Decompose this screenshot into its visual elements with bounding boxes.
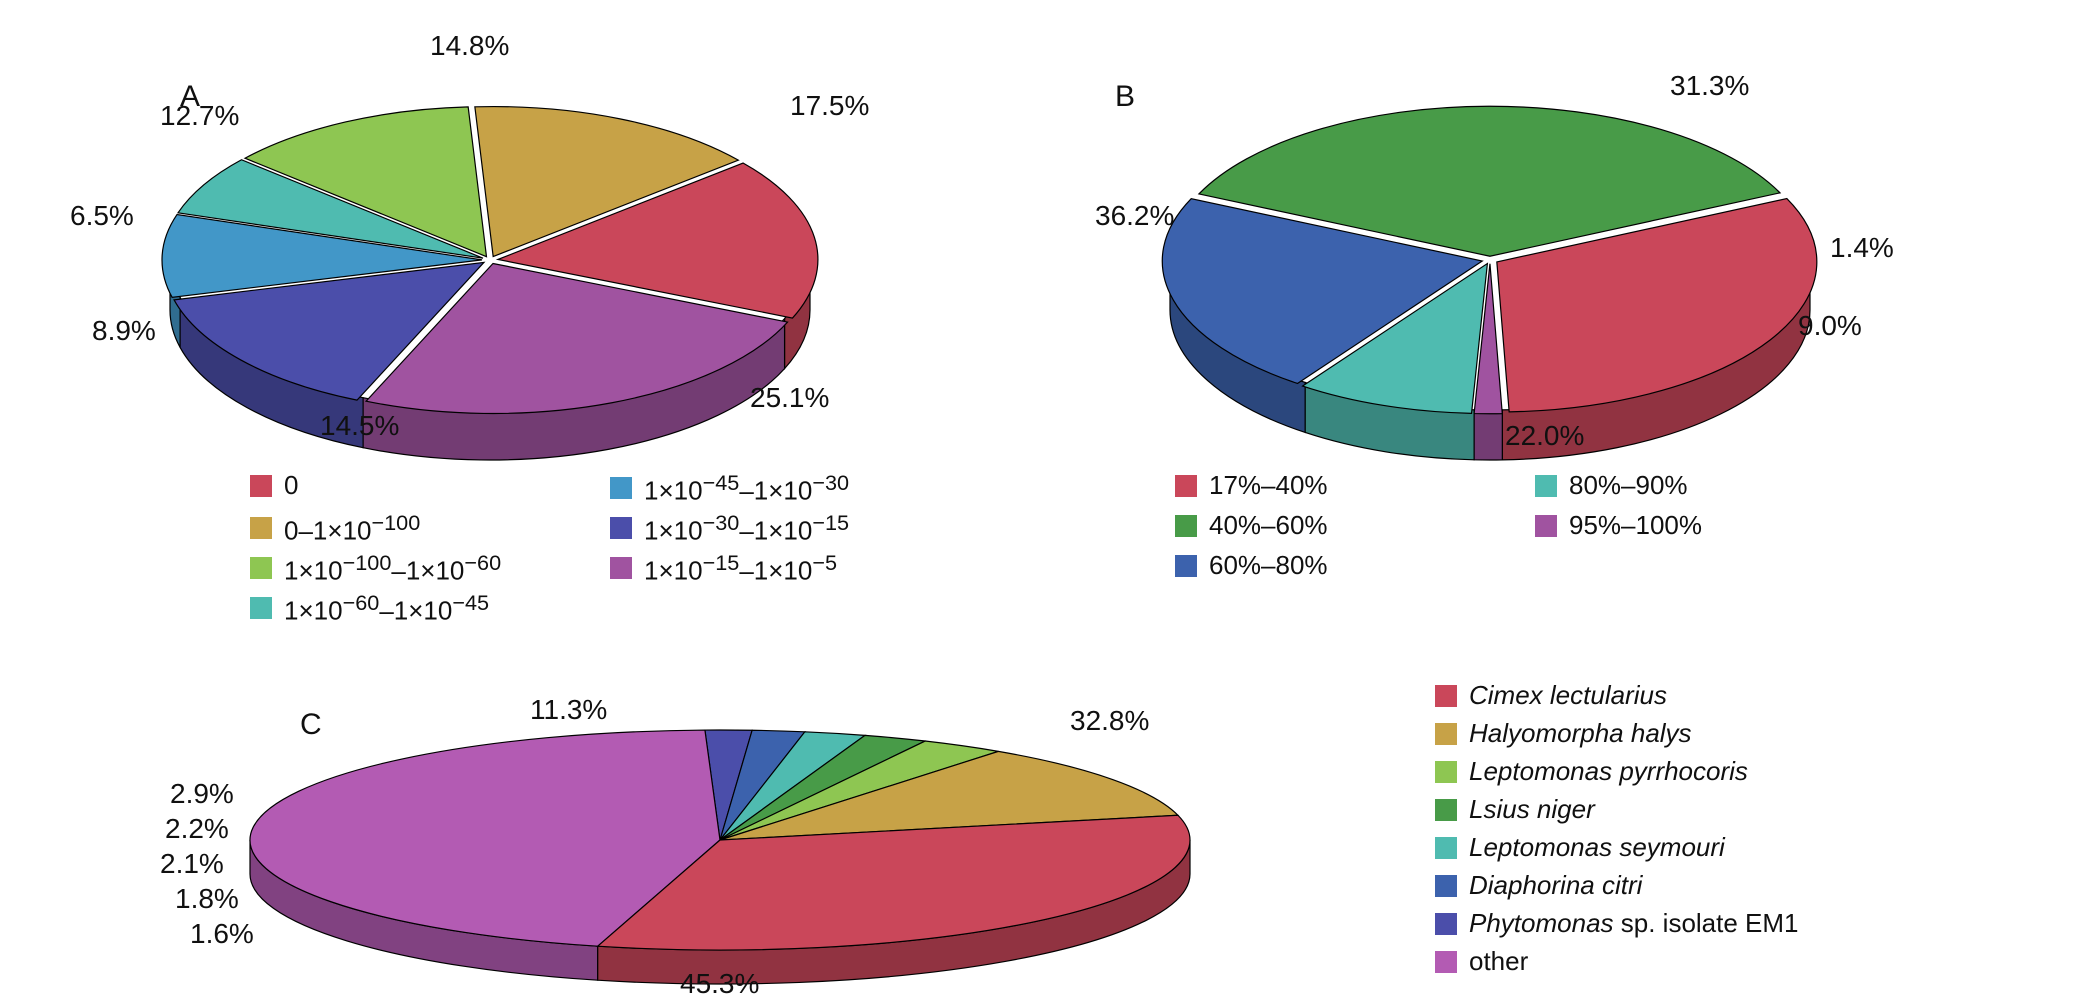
- legend-C-item-1: Halyomorpha halys: [1435, 718, 1692, 749]
- legend-C-text-6: Phytomonas sp. isolate EM1: [1469, 908, 1799, 939]
- legend-C-text-0: Cimex lectularius: [1469, 680, 1667, 711]
- pie-C-label-1: 45.3%: [680, 968, 759, 1000]
- legend-C-item-5: Diaphorina citri: [1435, 870, 1642, 901]
- legend-C-item-2: Leptomonas pyrrhocoris: [1435, 756, 1748, 787]
- pie-C-label-6: 2.9%: [170, 778, 234, 810]
- pie-C-label-2: 1.6%: [190, 918, 254, 950]
- pie-C-label-3: 1.8%: [175, 883, 239, 915]
- pie-C-label-5: 2.2%: [165, 813, 229, 845]
- legend-C-text-7: other: [1469, 946, 1528, 977]
- legend-C-text-3: Lsius niger: [1469, 794, 1595, 825]
- pie-C: [0, 0, 2074, 997]
- legend-C-swatch-1: [1435, 723, 1457, 745]
- legend-C-swatch-0: [1435, 685, 1457, 707]
- legend-C-item-6: Phytomonas sp. isolate EM1: [1435, 908, 1799, 939]
- legend-C-swatch-6: [1435, 913, 1457, 935]
- legend-C-swatch-2: [1435, 761, 1457, 783]
- legend-C-item-7: other: [1435, 946, 1528, 977]
- figure: A17.5%25.1%14.5%8.9%6.5%12.7%14.8%01×10−…: [0, 0, 2074, 997]
- pie-C-label-4: 2.1%: [160, 848, 224, 880]
- panel-label-C: C: [300, 708, 322, 742]
- pie-C-label-0: 32.8%: [1070, 705, 1149, 737]
- legend-C-swatch-3: [1435, 799, 1457, 821]
- legend-C-swatch-7: [1435, 951, 1457, 973]
- pie-C-label-7: 11.3%: [530, 694, 607, 726]
- legend-C-text-2: Leptomonas pyrrhocoris: [1469, 756, 1748, 787]
- legend-C-swatch-4: [1435, 837, 1457, 859]
- legend-C-item-3: Lsius niger: [1435, 794, 1595, 825]
- legend-C-swatch-5: [1435, 875, 1457, 897]
- legend-C-text-4: Leptomonas seymouri: [1469, 832, 1725, 863]
- legend-C-item-4: Leptomonas seymouri: [1435, 832, 1725, 863]
- legend-C-item-0: Cimex lectularius: [1435, 680, 1667, 711]
- legend-C-text-5: Diaphorina citri: [1469, 870, 1642, 901]
- legend-C-text-1: Halyomorpha halys: [1469, 718, 1692, 749]
